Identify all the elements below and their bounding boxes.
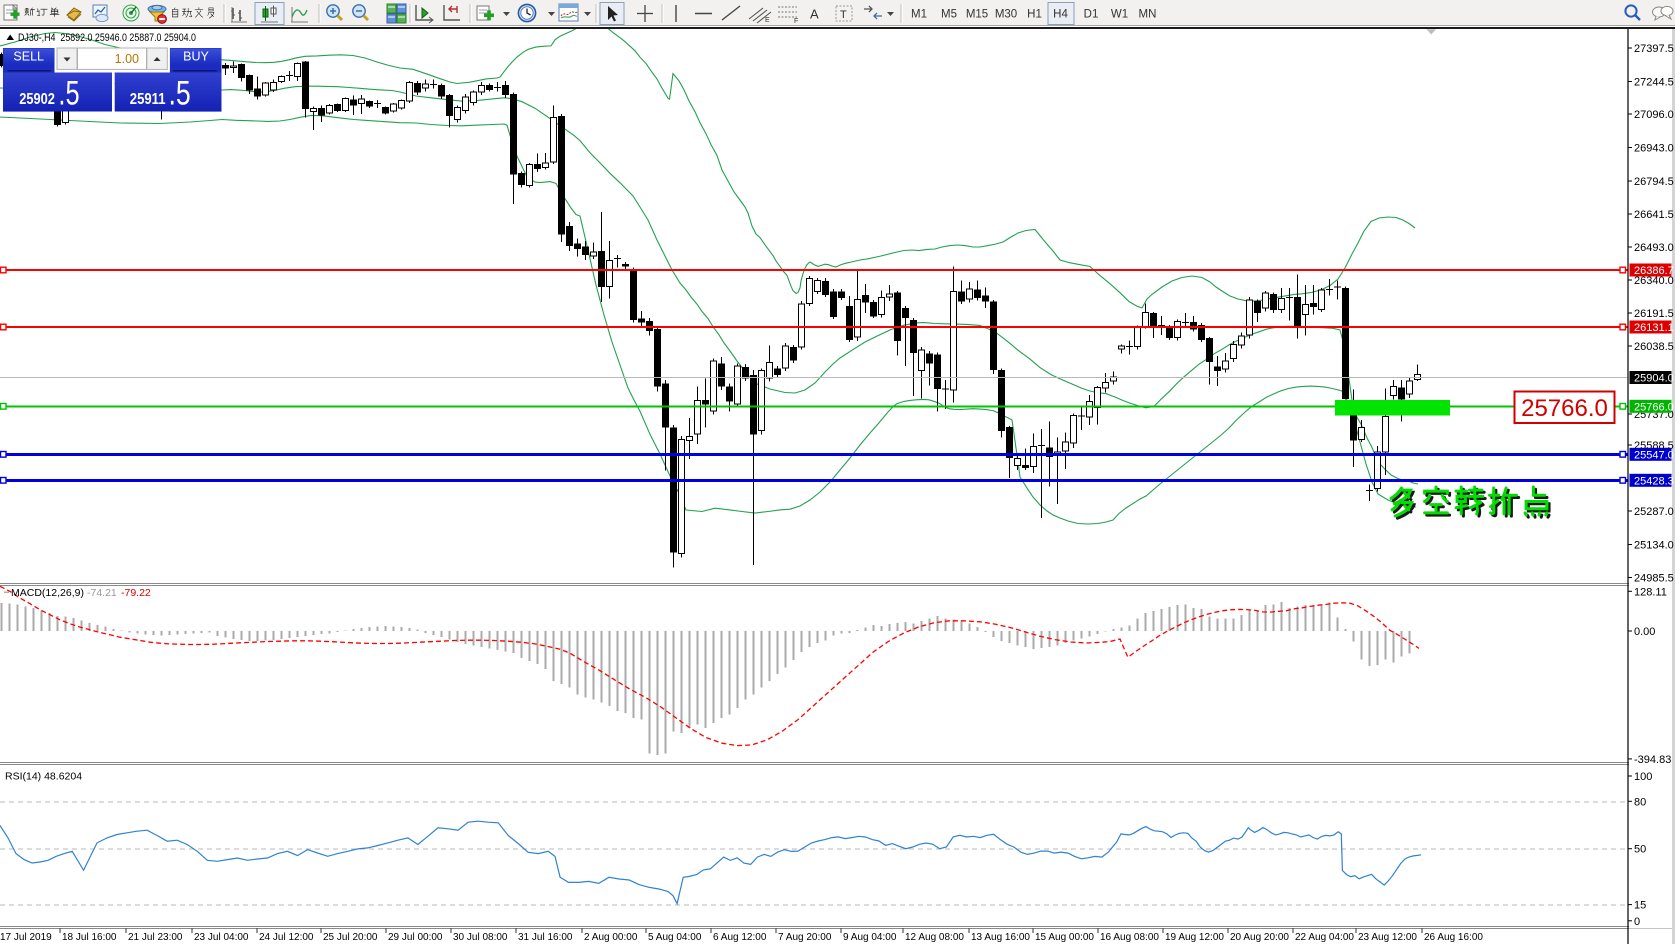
svg-text:21 Jul 23:00: 21 Jul 23:00 — [128, 932, 183, 943]
svg-text:26493.0: 26493.0 — [1634, 242, 1674, 254]
svg-text:0.00: 0.00 — [1634, 626, 1655, 638]
svg-text:1.00: 1.00 — [115, 52, 139, 66]
svg-text:25547.0: 25547.0 — [1634, 450, 1674, 462]
svg-text:A: A — [810, 7, 819, 22]
svg-text:27397.5: 27397.5 — [1634, 43, 1674, 55]
svg-text:26 Aug 16:00: 26 Aug 16:00 — [1424, 932, 1483, 943]
svg-text:9 Aug 04:00: 9 Aug 04:00 — [843, 932, 897, 943]
svg-text:5 Aug 04:00: 5 Aug 04:00 — [648, 932, 702, 943]
svg-text:27096.0: 27096.0 — [1634, 109, 1674, 121]
svg-text:E: E — [765, 17, 770, 24]
svg-text:MN: MN — [1139, 9, 1157, 21]
svg-text:26641.5: 26641.5 — [1634, 209, 1674, 221]
svg-text:22 Aug 04:00: 22 Aug 04:00 — [1295, 932, 1354, 943]
svg-text:T: T — [840, 9, 847, 21]
svg-text:18 Jul 16:00: 18 Jul 16:00 — [62, 932, 117, 943]
svg-text:80: 80 — [1634, 796, 1646, 808]
svg-text:M1: M1 — [911, 9, 927, 21]
svg-text:23 Jul 04:00: 23 Jul 04:00 — [194, 932, 249, 943]
svg-text:SELL: SELL — [13, 50, 44, 64]
svg-text:26131.1: 26131.1 — [1634, 322, 1674, 334]
svg-text:25911: 25911 — [130, 91, 166, 108]
svg-text:25766.0: 25766.0 — [1634, 402, 1674, 414]
svg-text:26191.5: 26191.5 — [1634, 308, 1674, 320]
svg-text:26943.0: 26943.0 — [1634, 143, 1674, 155]
svg-text:31 Jul 16:00: 31 Jul 16:00 — [518, 932, 573, 943]
svg-text:13 Aug 16:00: 13 Aug 16:00 — [971, 932, 1030, 943]
svg-text:19 Aug 12:00: 19 Aug 12:00 — [1165, 932, 1224, 943]
svg-text:MACD(12,26,9): MACD(12,26,9) — [11, 587, 84, 599]
svg-text:25428.3: 25428.3 — [1634, 476, 1674, 488]
svg-text:23 Aug 12:00: 23 Aug 12:00 — [1358, 932, 1417, 943]
svg-text:16 Aug 08:00: 16 Aug 08:00 — [1100, 932, 1159, 943]
svg-text:12 Aug 08:00: 12 Aug 08:00 — [905, 932, 964, 943]
svg-text:26038.5: 26038.5 — [1634, 341, 1674, 353]
svg-text:M30: M30 — [995, 9, 1017, 21]
svg-text:15 Aug 00:00: 15 Aug 00:00 — [1035, 932, 1094, 943]
svg-text:20 Aug 20:00: 20 Aug 20:00 — [1230, 932, 1289, 943]
svg-text:27244.5: 27244.5 — [1634, 77, 1674, 89]
svg-text:50: 50 — [1634, 844, 1646, 856]
svg-text:24 Jul 12:00: 24 Jul 12:00 — [259, 932, 314, 943]
svg-text:15: 15 — [1634, 900, 1646, 912]
svg-text:F: F — [794, 18, 798, 25]
svg-text:M5: M5 — [941, 9, 957, 21]
svg-text:RSI(14) 48.6204: RSI(14) 48.6204 — [5, 771, 82, 783]
svg-text:30 Jul 08:00: 30 Jul 08:00 — [453, 932, 508, 943]
svg-text:D1: D1 — [1084, 9, 1099, 21]
svg-text:-79.22: -79.22 — [121, 587, 151, 599]
svg-text:25 Jul 20:00: 25 Jul 20:00 — [323, 932, 378, 943]
svg-text:0: 0 — [1634, 916, 1640, 928]
svg-text:25766.0: 25766.0 — [1521, 395, 1608, 422]
svg-text:W1: W1 — [1111, 9, 1128, 21]
svg-text:25287.0: 25287.0 — [1634, 506, 1674, 518]
svg-text:2 Aug 00:00: 2 Aug 00:00 — [584, 932, 638, 943]
svg-text:.5: .5 — [58, 74, 79, 112]
svg-text:6 Aug 12:00: 6 Aug 12:00 — [713, 932, 767, 943]
svg-text:26794.5: 26794.5 — [1634, 176, 1674, 188]
svg-text:H1: H1 — [1027, 9, 1042, 21]
svg-text:.5: .5 — [169, 74, 191, 112]
svg-text:17 Jul 2019: 17 Jul 2019 — [0, 932, 52, 943]
svg-text:26340.0: 26340.0 — [1634, 275, 1674, 287]
svg-text:26386.7: 26386.7 — [1634, 265, 1674, 277]
svg-text:128.11: 128.11 — [1634, 586, 1667, 598]
svg-text:-74.21: -74.21 — [87, 587, 117, 599]
svg-text:25904.0: 25904.0 — [1634, 373, 1674, 385]
svg-text:M15: M15 — [966, 9, 988, 21]
svg-text:25902: 25902 — [19, 91, 55, 108]
svg-text:29 Jul 00:00: 29 Jul 00:00 — [388, 932, 443, 943]
svg-text:H4: H4 — [1053, 9, 1068, 21]
svg-text:DJ30-,H4 25892.0 25946.0 2588: DJ30-,H4 25892.0 25946.0 25887.0 25904.0 — [18, 32, 196, 44]
svg-text:-394.83: -394.83 — [1634, 754, 1671, 766]
svg-text:100: 100 — [1634, 771, 1652, 783]
svg-text:BUY: BUY — [183, 50, 209, 64]
svg-text:25134.0: 25134.0 — [1634, 540, 1674, 552]
svg-text:24985.5: 24985.5 — [1634, 573, 1674, 585]
svg-text:7 Aug 20:00: 7 Aug 20:00 — [778, 932, 832, 943]
